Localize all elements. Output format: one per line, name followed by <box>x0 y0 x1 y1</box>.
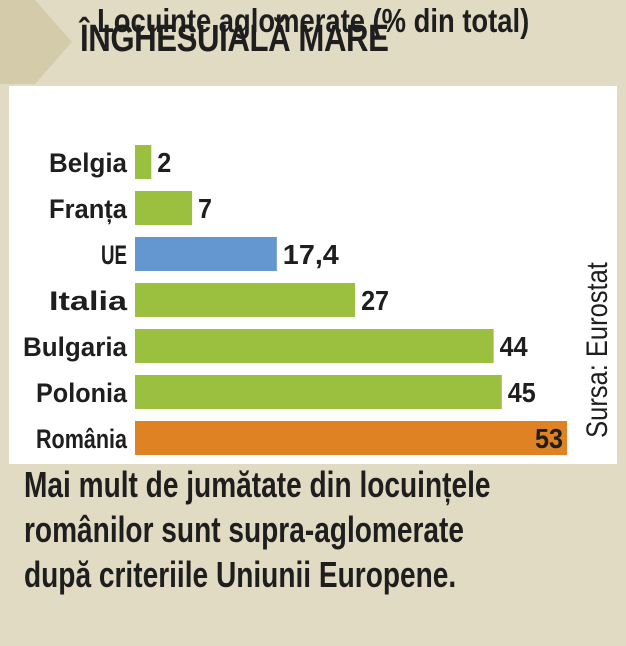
bar <box>135 191 193 225</box>
arrow-icon <box>0 0 72 84</box>
bar <box>135 237 277 271</box>
bar <box>135 329 494 363</box>
category-label: Belgia <box>49 148 128 178</box>
data-label: 45 <box>508 377 536 408</box>
data-label: 7 <box>198 193 212 224</box>
category-label: Bulgaria <box>23 332 128 362</box>
bar <box>135 145 152 179</box>
data-label: 17,4 <box>283 239 339 270</box>
bar <box>135 375 502 409</box>
chart-title: Locuințe aglomerate (% din total) <box>97 2 530 39</box>
category-label: România <box>36 424 128 454</box>
data-label: 53 <box>535 423 563 454</box>
caption: Mai mult de jumătate din locuințele româ… <box>24 462 570 597</box>
category-label: Italia <box>49 286 128 316</box>
data-label: 44 <box>500 331 528 362</box>
data-label: 27 <box>361 285 389 316</box>
page-title: ÎNGHESUIALĂ MARE <box>80 18 389 60</box>
bar <box>135 421 567 455</box>
category-label: Polonia <box>36 378 128 408</box>
bar <box>135 283 356 317</box>
caption-line: românilor sunt supra-aglomerate <box>24 509 465 550</box>
data-label: 2 <box>157 147 171 178</box>
category-label: UE <box>101 240 127 270</box>
header: ÎNGHESUIALĂ MARE <box>0 0 626 84</box>
caption-line: Mai mult de jumătate din locuințele <box>24 464 491 505</box>
category-label: Franța <box>49 194 128 224</box>
source-label: Sursa: Eurostat <box>581 262 614 438</box>
caption-line: după criteriile Uniunii Europene. <box>24 554 457 595</box>
